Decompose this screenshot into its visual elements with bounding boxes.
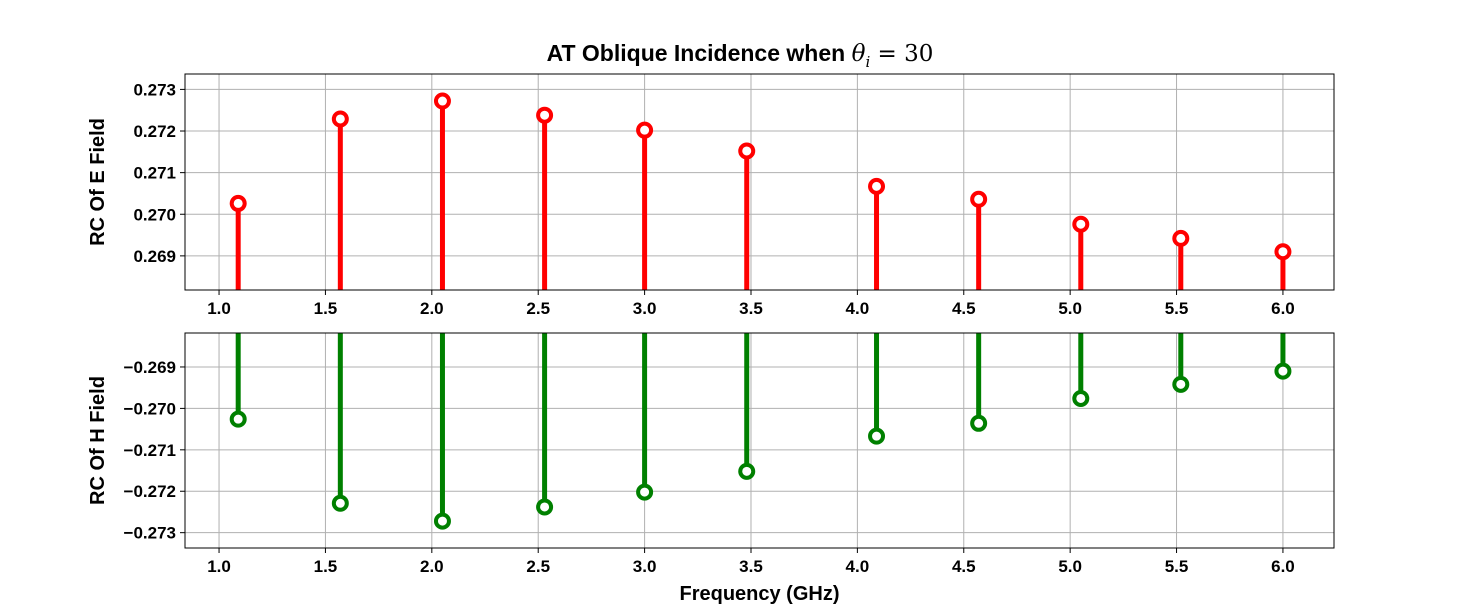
e-field-stem-marker: [868, 177, 886, 195]
e-field-stem-plot: 1.0 1.5 2.0 2.5 3.0 3.5 4.0 4.5 5.0 5.5 6.0 0.269 0.…: [87, 73, 1335, 318]
e-field-x-tick-label: 5.0: [1058, 299, 1082, 318]
e-field-stem-marker: [1274, 243, 1292, 261]
h-field-stem-marker: [738, 462, 756, 480]
e-field-stem-marker: [1072, 215, 1090, 233]
h-field-stem-marker: [1172, 375, 1190, 393]
e-field-x-tick-label: 2.0: [420, 299, 444, 318]
h-field-x-tick-label: 1.0: [207, 557, 231, 576]
h-field-x-tick-label: 5.5: [1165, 557, 1189, 576]
h-field-y-tick-label: −0.271: [124, 441, 176, 460]
h-field-x-tick-label: 1.5: [314, 557, 338, 576]
e-field-x-tick-label: 4.5: [952, 299, 976, 318]
e-field-stem-marker: [536, 106, 554, 124]
e-field-stem-marker: [433, 92, 451, 110]
e-field-x-tick-label: 1.0: [207, 299, 231, 318]
h-field-x-tick-label: 2.0: [420, 557, 444, 576]
e-field-stem-marker: [738, 142, 756, 160]
e-field-stem-marker: [1172, 229, 1190, 247]
e-field-stem-marker: [970, 190, 988, 208]
h-field-y-tick-label: −0.270: [124, 399, 176, 418]
e-field-y-tick-label: 0.269: [133, 247, 176, 266]
h-field-y-tick-label: −0.273: [124, 524, 176, 543]
e-field-x-tick-label: 2.5: [526, 299, 550, 318]
e-field-y-tick-label: 0.272: [133, 122, 176, 141]
e-field-stem-marker: [636, 121, 654, 139]
e-field-x-tick-label: 3.5: [739, 299, 763, 318]
e-field-stem-marker: [229, 194, 247, 212]
h-field-x-tick-label: 2.5: [526, 557, 550, 576]
h-field-stem-marker: [536, 498, 554, 516]
h-field-x-tick-label: 5.0: [1058, 557, 1082, 576]
h-field-y-axis-label: RC Of H Field: [87, 376, 109, 505]
h-field-y-tick-label: −0.269: [124, 358, 176, 377]
e-field-y-tick-label: 0.270: [133, 205, 176, 224]
h-field-stem-marker: [636, 483, 654, 501]
h-field-x-axis-label: Frequency (GHz): [679, 583, 839, 605]
e-field-y-tick-label: 0.271: [133, 164, 176, 183]
e-field-x-tick-label: 4.0: [846, 299, 870, 318]
h-field-x-tick-label: 6.0: [1271, 557, 1295, 576]
e-field-y-tick-label: 0.273: [133, 80, 176, 99]
h-field-stem-marker: [331, 494, 349, 512]
e-field-x-tick-label: 3.0: [633, 299, 657, 318]
chart-title: AT Oblique Incidence when θi = 30: [547, 40, 934, 71]
e-field-x-tick-label: 1.5: [314, 299, 338, 318]
h-field-stem-marker: [433, 512, 451, 530]
e-field-stem-marker: [331, 110, 349, 128]
h-field-stem-marker: [970, 414, 988, 432]
e-field-x-tick-label: 6.0: [1271, 299, 1295, 318]
h-field-x-tick-label: 3.0: [633, 557, 657, 576]
h-field-x-tick-label: 3.5: [739, 557, 763, 576]
e-field-y-axis-label: RC Of E Field: [87, 118, 109, 246]
e-field-plot-frame: [184, 73, 1335, 291]
h-field-stem-plot: 1.0 1.5 2.0 2.5 3.0 3.5 4.0 4.5 5.0 5.5 6.0 −0.269 −…: [87, 332, 1335, 605]
h-field-stem-marker: [229, 410, 247, 428]
h-field-x-tick-label: 4.5: [952, 557, 976, 576]
e-field-x-tick-label: 5.5: [1165, 299, 1189, 318]
h-field-stem-marker: [1274, 362, 1292, 380]
h-field-stem-marker: [1072, 389, 1090, 407]
h-field-plot-frame: [184, 332, 1335, 549]
h-field-stem-marker: [868, 427, 886, 445]
h-field-x-tick-label: 4.0: [846, 557, 870, 576]
h-field-y-tick-label: −0.272: [124, 482, 176, 501]
